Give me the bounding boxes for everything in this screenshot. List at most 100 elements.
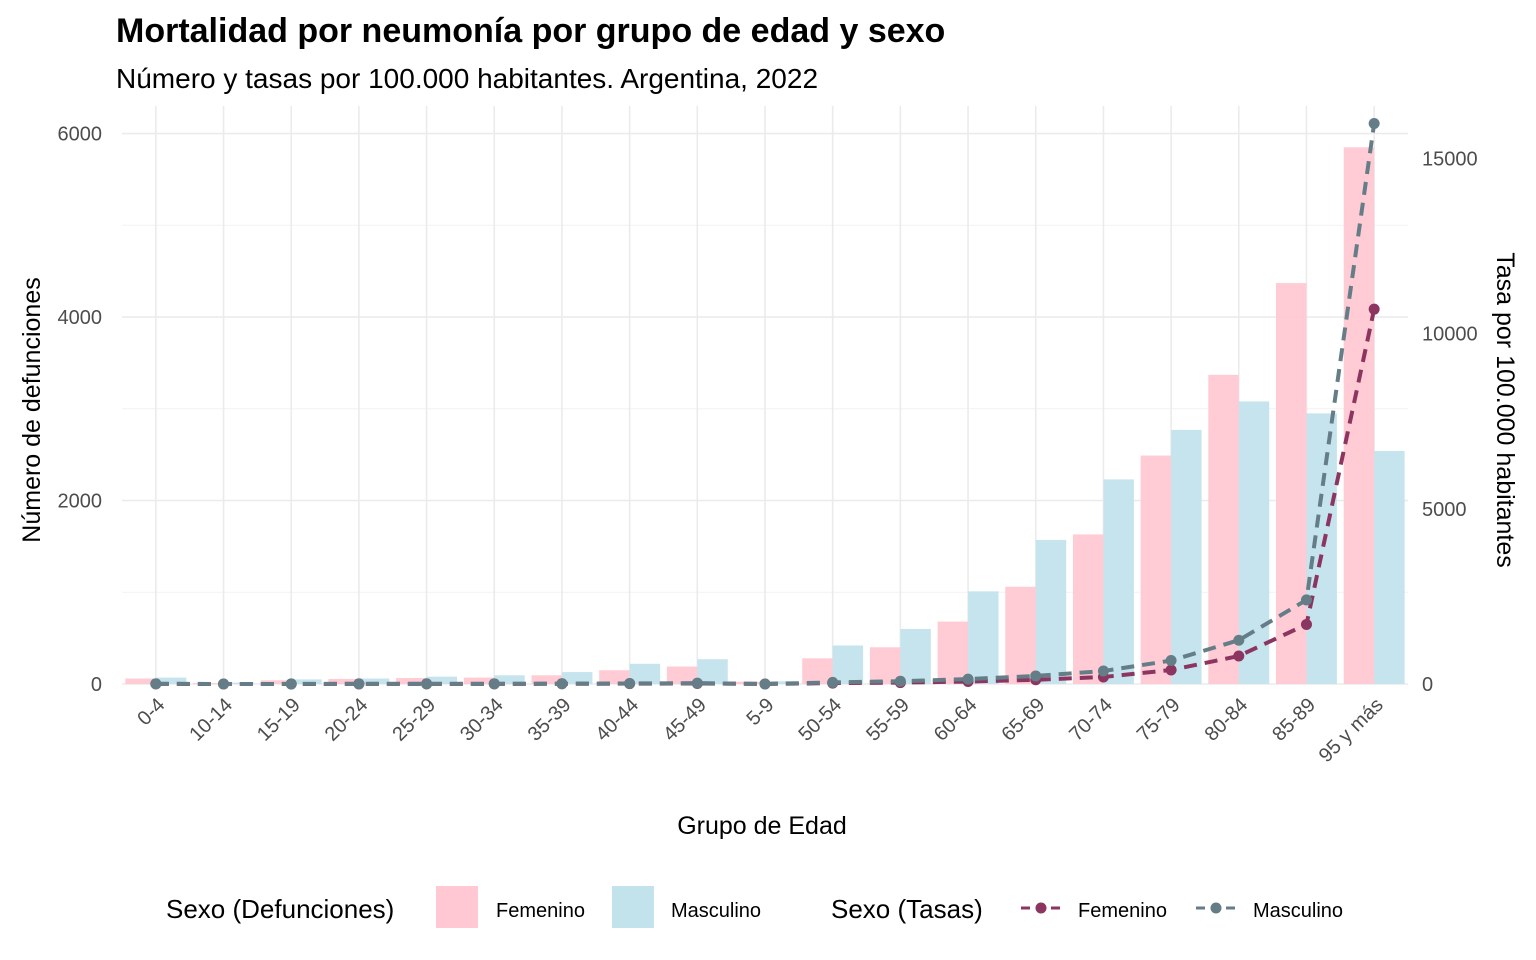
x-tick-label: 55-59 [862,694,914,746]
y-axis-ticks: 0 2000 4000 6000 [58,124,103,696]
x-tick-label: 85-89 [1268,694,1320,746]
legend-bar-label-femenino: Femenino [496,900,585,922]
bar-masculino [832,645,864,684]
x-tick-label: 50-54 [794,694,846,746]
rate-point-masculino [150,678,162,690]
x-tick-label: 10-14 [185,694,237,746]
y-tick-label: 2000 [58,491,103,513]
rate-point-masculino [421,678,433,690]
rate-point-masculino [218,678,230,690]
legend-line-label-masculino: Masculino [1253,900,1343,922]
bar-femenino [396,678,427,684]
bar-masculino [697,659,728,684]
rate-point-masculino [1233,634,1245,646]
bar-femenino [260,680,292,684]
y2-tick-label: 5000 [1422,499,1467,521]
bar-femenino [531,675,562,684]
rate-point-masculino [1368,118,1380,130]
rate-point-femenino [1165,664,1177,676]
x-tick-label: 60-64 [930,694,982,746]
rate-point-masculino [1097,665,1109,677]
x-axis-title: Grupo de Edad [677,812,847,840]
y2-tick-label: 15000 [1422,149,1478,171]
bar-masculino [155,677,187,684]
bar-masculino [291,679,322,684]
bar-masculino [1171,429,1202,684]
legend-line-label-femenino: Femenino [1078,900,1167,922]
bar-femenino [599,670,630,684]
rate-point-femenino [1300,618,1312,630]
x-axis-ticks: 0-4 10-14 15-19 20-24 25-29 30-34 35-39 40-44 45… [133,694,1387,767]
bar-femenino [1343,147,1375,685]
y2-axis-title: Tasa por 100.000 habitantes [1491,252,1519,568]
rate-point-masculino [353,678,365,690]
rate-point-masculino [894,675,906,687]
bar-femenino [463,677,495,684]
legend-bar-key-femenino [436,886,478,928]
bar-masculino [765,681,796,684]
legend-lines-title: Sexo (Tasas) [831,894,983,924]
bars [125,147,1405,685]
legend-line-marker-femenino [1035,902,1047,914]
bar-masculino [223,682,254,684]
bar-femenino [1005,586,1036,684]
x-tick-label: 40-44 [591,694,643,746]
bar-masculino [1103,479,1134,684]
legend: Sexo (Defunciones) Femenino Masculino Se… [166,886,1343,928]
legend-line-marker-masculino [1210,902,1222,914]
y2-axis-ticks: 0 5000 10000 15000 [1422,149,1478,696]
y-tick-label: 4000 [58,307,103,329]
x-tick-label: 65-69 [998,694,1050,746]
x-tick-label: 25-29 [388,694,440,746]
rate-point-masculino [624,677,636,689]
bar-femenino [937,621,969,684]
x-tick-label: 30-34 [456,694,508,746]
rate-point-masculino [488,678,500,690]
bar-masculino [1035,539,1067,684]
legend-bars-title: Sexo (Defunciones) [166,894,394,924]
rate-point-masculino [1300,594,1312,606]
bar-masculino [561,672,593,684]
rate-point-masculino [827,676,839,688]
bar-femenino [1140,455,1172,684]
x-tick-label: 70-74 [1065,694,1117,746]
rate-point-masculino [556,678,568,690]
x-tick-label: 75-79 [1133,694,1185,746]
bar-femenino [1208,374,1239,684]
rate-lines [150,118,1380,690]
bar-femenino [802,658,833,684]
rate-point-masculino [759,678,771,690]
chart-subtitle: Número y tasas por 100.000 habitantes. A… [116,63,818,94]
rate-point-femenino [1233,650,1245,662]
x-tick-label: 95 y más [1315,694,1388,767]
y-tick-label: 6000 [58,124,103,146]
bar-masculino [1306,413,1337,684]
bar-femenino [869,647,901,684]
y2-tick-label: 0 [1422,674,1433,696]
bar-femenino [666,666,698,684]
x-tick-label: 5-9 [743,694,779,730]
bar-masculino [900,628,931,684]
legend-bar-label-masculino: Masculino [671,900,761,922]
rate-point-masculino [285,678,297,690]
bar-femenino [125,678,156,684]
rate-point-femenino [1368,303,1380,315]
bar-masculino [629,663,661,684]
bar-masculino [494,675,525,684]
y-tick-label: 0 [91,674,102,696]
rate-point-masculino [1030,670,1042,682]
x-tick-label: 35-39 [524,694,576,746]
x-tick-label: 20-24 [321,694,373,746]
y-axis-title: Número de defunciones [18,277,46,542]
bar-masculino [426,676,458,684]
y2-tick-label: 10000 [1422,324,1478,346]
bar-masculino [1374,450,1405,684]
x-tick-label: 0-4 [133,694,169,730]
bar-masculino [968,591,999,684]
chart-title: Mortalidad por neumonía por grupo de eda… [116,12,945,50]
bar-femenino [1072,534,1104,684]
x-tick-label: 80-84 [1201,694,1253,746]
bar-masculino [358,678,390,684]
x-tick-label: 45-49 [659,694,711,746]
